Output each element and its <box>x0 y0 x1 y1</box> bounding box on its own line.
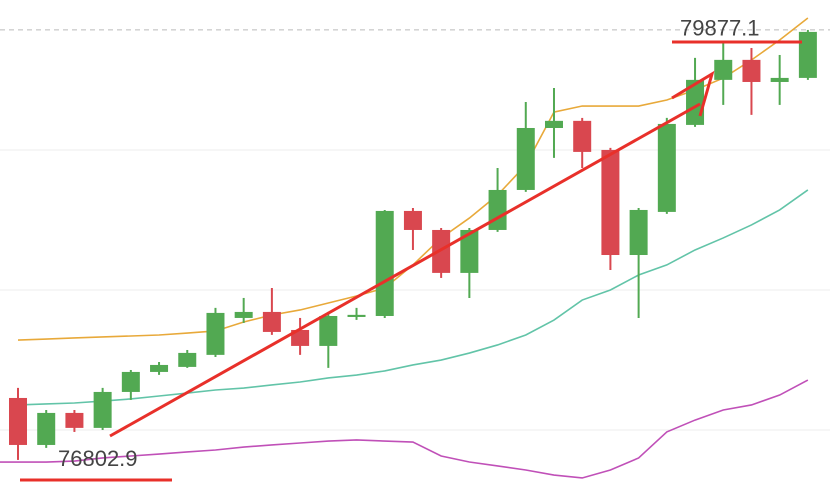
candle-body <box>178 352 197 367</box>
candle-body <box>319 315 338 346</box>
candle-body <box>9 397 27 445</box>
trend-arrowhead <box>671 70 715 117</box>
candle-body <box>121 371 140 392</box>
candle-body <box>65 412 84 428</box>
candle-body <box>403 210 422 230</box>
candle-body <box>629 209 648 256</box>
candle-body <box>460 229 479 273</box>
moving-average <box>17 17 809 341</box>
candle-body <box>37 412 56 445</box>
candle-body <box>262 311 281 332</box>
price-label: 76802.9 <box>58 446 138 471</box>
candle-body <box>93 391 112 428</box>
candle-body <box>234 311 253 318</box>
candle-body <box>798 31 817 78</box>
candle-body <box>770 77 789 82</box>
candle-body <box>375 210 394 316</box>
candle-body <box>291 329 310 346</box>
candle-body <box>432 229 451 273</box>
moving-average <box>0 379 809 479</box>
price-label: 79877.1 <box>680 16 760 41</box>
trend-arrow <box>109 102 701 438</box>
candle-body <box>573 120 592 152</box>
candle-body <box>544 120 563 128</box>
candle-body <box>742 59 761 82</box>
candle-body <box>601 149 620 256</box>
candle-body <box>488 189 507 230</box>
candle-body <box>516 127 535 190</box>
candle-body <box>714 59 733 80</box>
moving-average <box>17 189 809 406</box>
candle-body <box>206 312 225 355</box>
candle-body <box>347 314 366 317</box>
candle-body <box>150 364 169 372</box>
candle-body <box>657 123 676 212</box>
